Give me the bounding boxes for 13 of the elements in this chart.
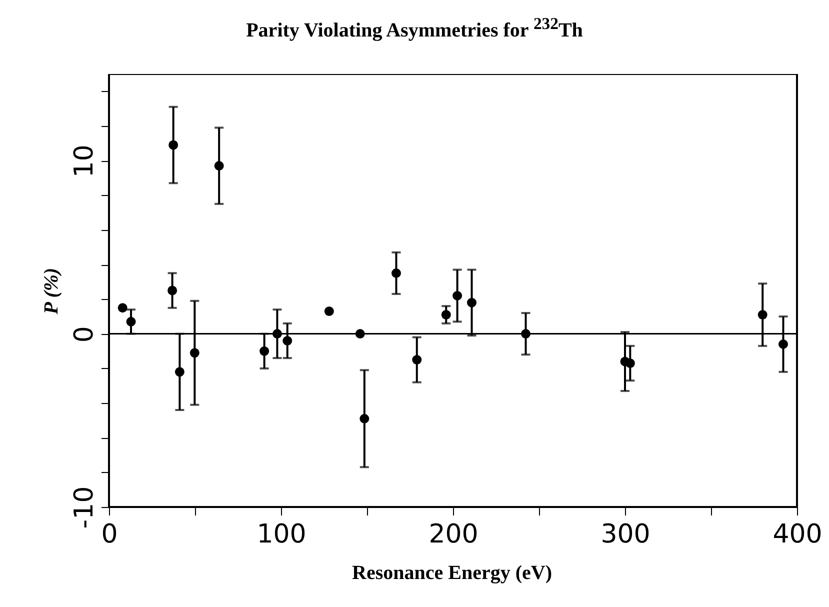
x-tick-label: 300 <box>600 520 650 550</box>
x-tick-label: 100 <box>256 520 306 550</box>
x-tick-label: 400 <box>772 520 822 550</box>
x-tick-label: 0 <box>101 520 118 550</box>
x-axis-title: Resonance Energy (eV) <box>351 562 553 585</box>
y-axis-title: P (%) <box>40 268 62 316</box>
point <box>118 303 128 313</box>
point <box>324 306 334 316</box>
y-tick-label: -10 <box>70 486 100 529</box>
chart-title: Parity Violating Asymmetries for $^{232}$Th <box>245 14 584 43</box>
x-tick-label: 200 <box>428 520 478 550</box>
y-tick-label: 0 <box>70 326 100 343</box>
y-tick-label: 10 <box>70 144 100 178</box>
